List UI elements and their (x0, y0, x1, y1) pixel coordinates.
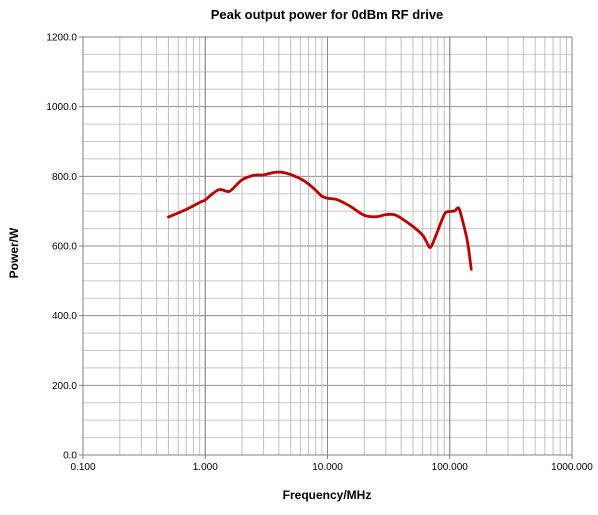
y-tick-label: 1200.0 (46, 33, 77, 44)
x-tick-label: 100.000 (432, 462, 469, 473)
y-tick-label: 1000.0 (46, 102, 77, 113)
y-tick-label: 200.0 (52, 381, 77, 392)
y-tick-label: 0.0 (63, 451, 77, 462)
y-tick-label: 800.0 (52, 172, 77, 183)
x-axis-label: Frequency/MHz (283, 488, 372, 502)
y-axis-label: Power/W (7, 227, 21, 278)
chart-title: Peak output power for 0dBm RF drive (211, 7, 444, 22)
y-tick-label: 400.0 (52, 311, 77, 322)
x-tick-label: 1000.000 (551, 462, 593, 473)
x-tick-label: 1.000 (193, 462, 218, 473)
x-tick-label: 10.000 (312, 462, 343, 473)
y-tick-label: 600.0 (52, 242, 77, 253)
x-tick-label: 0.100 (70, 462, 95, 473)
